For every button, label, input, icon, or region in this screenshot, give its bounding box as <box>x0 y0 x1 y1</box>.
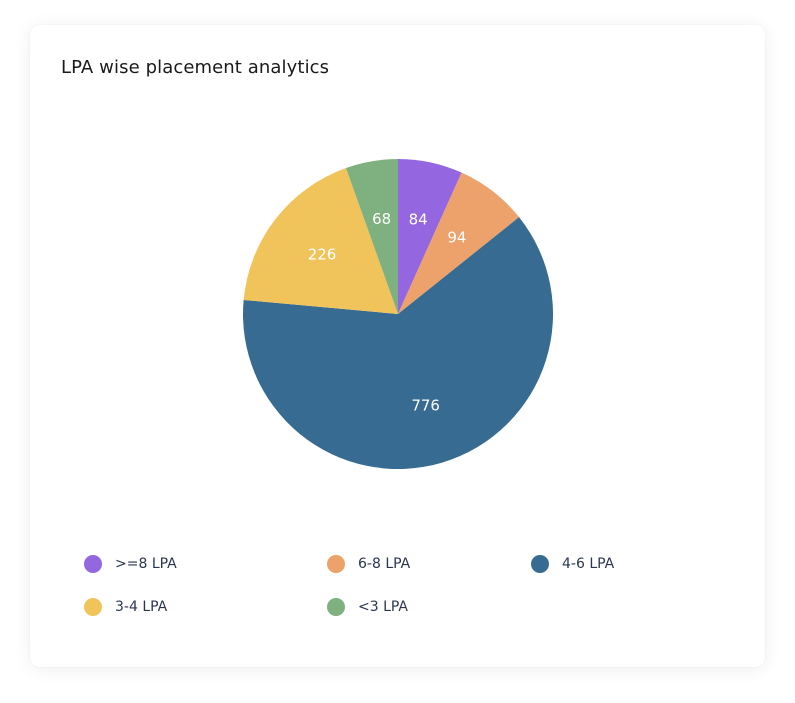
pie-slice-gte8[interactable] <box>398 159 462 314</box>
pie-slice-lt3[interactable] <box>345 159 398 314</box>
legend-label-6-8: 6-8 LPA <box>358 556 411 572</box>
pie-slice-4-6[interactable] <box>242 217 554 469</box>
legend-item-6-8[interactable]: 6-8 LPA <box>327 555 410 573</box>
legend-dot-4-6 <box>531 555 549 573</box>
pie-chart: 84 94 776 226 68 <box>242 159 554 469</box>
pie-slice-3-4[interactable] <box>243 167 398 314</box>
legend-dot-gte8 <box>84 555 102 573</box>
legend-label-lt3: <3 LPA <box>358 599 409 615</box>
legend-item-lt3[interactable]: <3 LPA <box>327 598 408 616</box>
data-label-3-4: 226 <box>308 246 337 264</box>
legend-item-gte8[interactable]: >=8 LPA <box>84 555 177 573</box>
legend-item-3-4[interactable]: 3-4 LPA <box>84 598 167 616</box>
legend-item-4-6[interactable]: 4-6 LPA <box>531 555 614 573</box>
legend-label-3-4: 3-4 LPA <box>115 599 168 615</box>
legend-dot-lt3 <box>327 598 345 616</box>
legend-dot-3-4 <box>84 598 102 616</box>
legend-label-gte8: >=8 LPA <box>115 556 177 572</box>
data-label-gte8: 84 <box>409 211 428 229</box>
data-label-6-8: 94 <box>447 229 466 247</box>
data-label-4-6: 776 <box>411 397 440 415</box>
pie-slice-6-8[interactable] <box>398 172 520 314</box>
chart-card: LPA wise placement analytics 84 94 776 226 6… <box>30 25 765 667</box>
legend-label-4-6: 4-6 LPA <box>562 556 615 572</box>
data-label-lt3: 68 <box>372 210 391 228</box>
legend-dot-6-8 <box>327 555 345 573</box>
chart-title: LPA wise placement analytics <box>61 57 330 78</box>
